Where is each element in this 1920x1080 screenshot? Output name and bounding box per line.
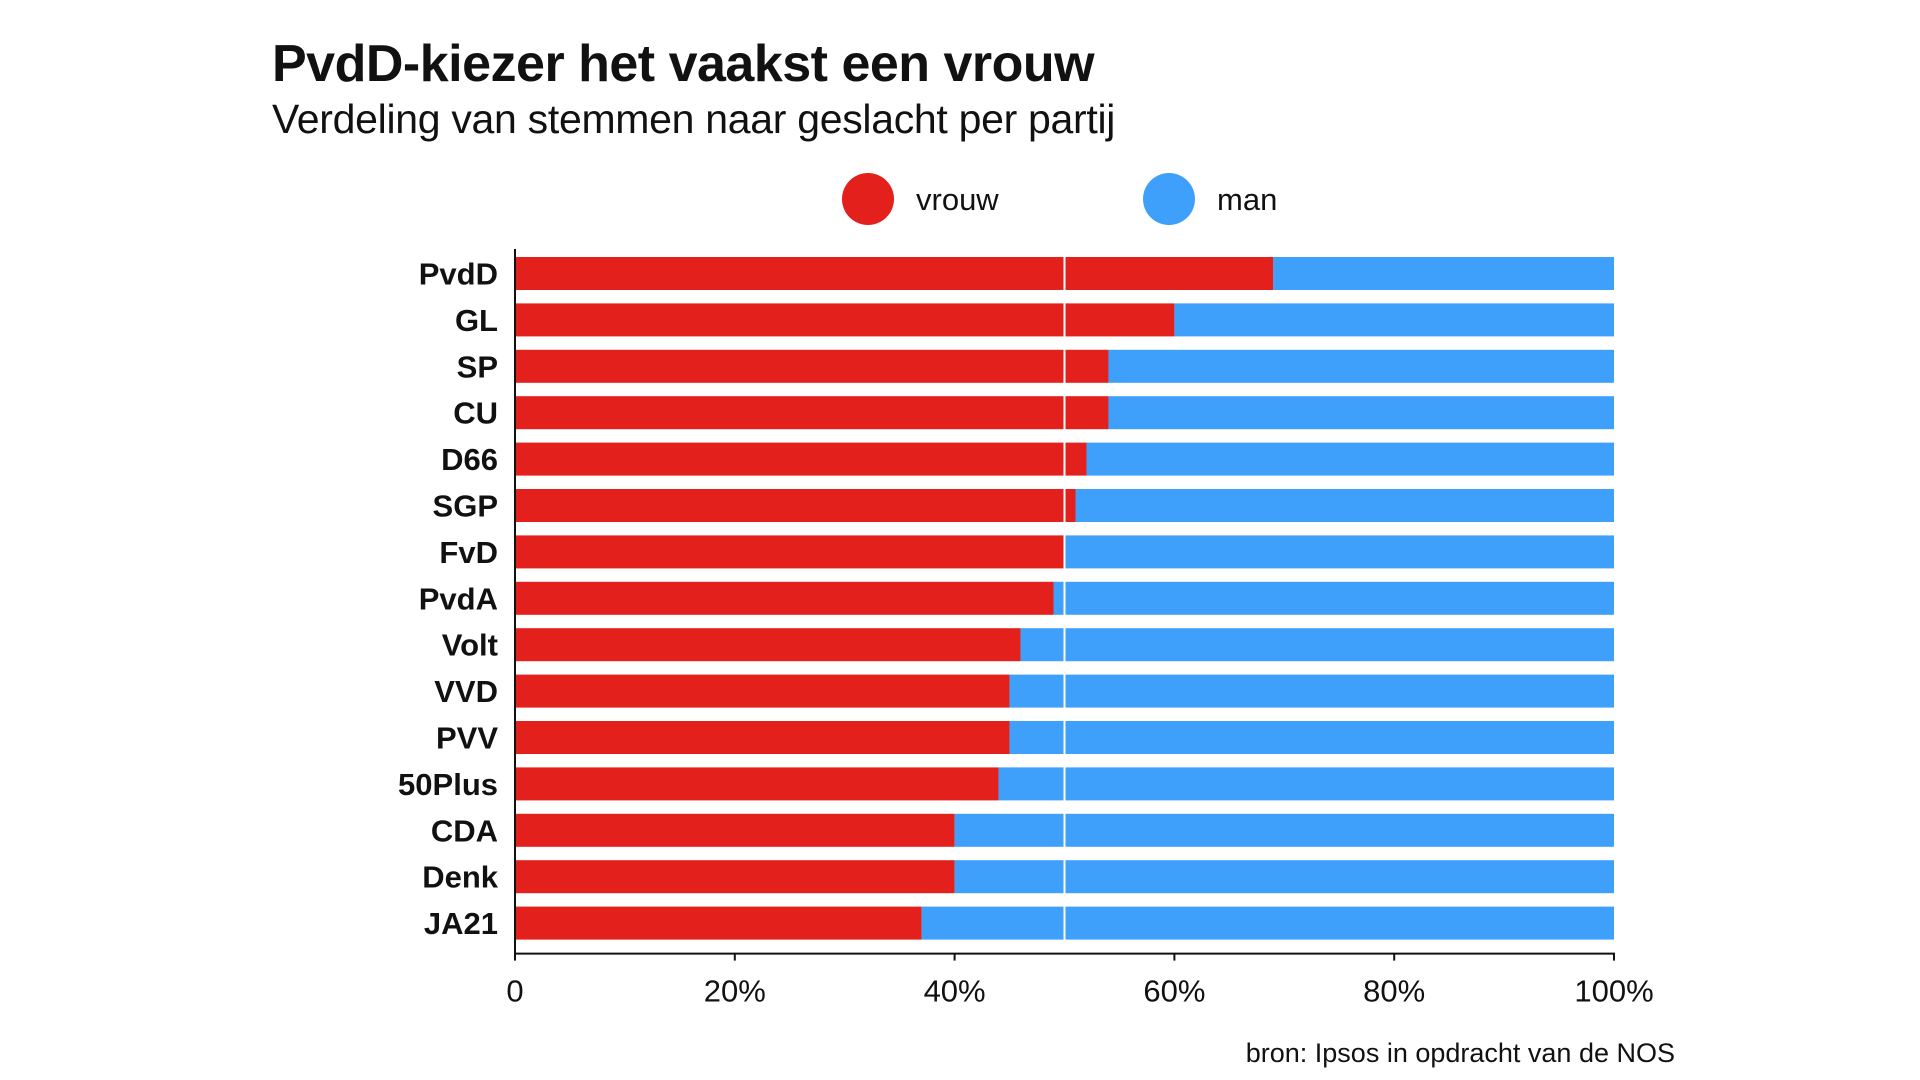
- category-label: Denk: [422, 860, 499, 895]
- bar-vrouw-sgp: [515, 489, 1076, 522]
- chart-title: PvdD-kiezer het vaakst een vrouw: [272, 35, 1095, 93]
- legend-swatch-vrouw: [842, 173, 894, 225]
- bar-vrouw-denk: [515, 860, 955, 894]
- bar-vrouw-sp: [515, 349, 1109, 383]
- x-axis: 0 20% 40% 60% 80% 100%: [506, 249, 1654, 1009]
- bar-man-pvv: [1009, 721, 1614, 754]
- chart-subtitle: Verdeling van stemmen naar geslacht per …: [272, 96, 1116, 142]
- category-label: 50Plus: [398, 767, 498, 802]
- category-label: SP: [457, 349, 498, 384]
- bar-man-vvd: [1009, 674, 1614, 708]
- bar-man-pvda: [1053, 581, 1614, 615]
- bar-vrouw-50plus: [515, 767, 999, 801]
- bar-vrouw-cu: [515, 396, 1109, 430]
- category-label: D66: [441, 442, 498, 477]
- bar-vrouw-pvdd: [515, 257, 1274, 290]
- category-label: PvdA: [419, 581, 498, 616]
- bar-man-cda: [954, 813, 1614, 847]
- bar-man-cu: [1108, 396, 1614, 430]
- bar-man-fvd: [1064, 535, 1614, 569]
- bar-man-pvdd: [1273, 257, 1614, 290]
- category-label: VVD: [434, 674, 498, 709]
- category-label: SGP: [433, 489, 498, 524]
- category-label: Volt: [442, 628, 498, 663]
- x-tick-label: 60%: [1143, 974, 1205, 1009]
- bar-man-d66: [1086, 442, 1614, 476]
- bar-man-volt: [1020, 628, 1614, 662]
- bar-man-denk: [954, 860, 1614, 894]
- bar-man-sgp: [1075, 489, 1614, 522]
- bar-vrouw-ja21: [515, 906, 922, 940]
- x-tick-label: 100%: [1574, 974, 1653, 1009]
- bar-vrouw-gl: [515, 303, 1175, 337]
- category-label: JA21: [424, 906, 498, 941]
- bar-vrouw-pvda: [515, 581, 1054, 615]
- category-label: PvdD: [419, 257, 498, 292]
- bar-man-gl: [1174, 303, 1614, 337]
- legend-label-vrouw: vrouw: [916, 182, 999, 217]
- source-note: bron: Ipsos in opdracht van de NOS: [1245, 1038, 1675, 1068]
- legend-label-man: man: [1217, 182, 1277, 217]
- bar-vrouw-pvv: [515, 721, 1010, 754]
- x-tick-label: 20%: [704, 974, 766, 1009]
- legend-swatch-man: [1143, 173, 1195, 225]
- bar-vrouw-vvd: [515, 674, 1010, 708]
- bar-vrouw-volt: [515, 628, 1021, 662]
- x-tick-label: 0: [506, 974, 523, 1009]
- bar-vrouw-d66: [515, 442, 1087, 476]
- category-labels: PvdD GL SP CU D66 SGP FvD PvdA Volt VVD PVV 50Plus C…: [398, 257, 499, 942]
- bars: [515, 253, 1614, 944]
- category-label: GL: [455, 303, 498, 338]
- x-tick-label: 80%: [1363, 974, 1425, 1009]
- category-label: FvD: [439, 535, 498, 570]
- category-label: PVV: [436, 721, 498, 756]
- bar-vrouw-fvd: [515, 535, 1065, 569]
- bar-vrouw-cda: [515, 813, 955, 847]
- category-label: CU: [453, 396, 498, 431]
- bar-man-sp: [1108, 349, 1614, 383]
- bar-man-50plus: [998, 767, 1614, 801]
- bar-man-ja21: [921, 906, 1614, 940]
- category-label: CDA: [431, 813, 498, 848]
- x-tick-label: 40%: [924, 974, 986, 1009]
- legend: vrouw man: [842, 173, 1277, 225]
